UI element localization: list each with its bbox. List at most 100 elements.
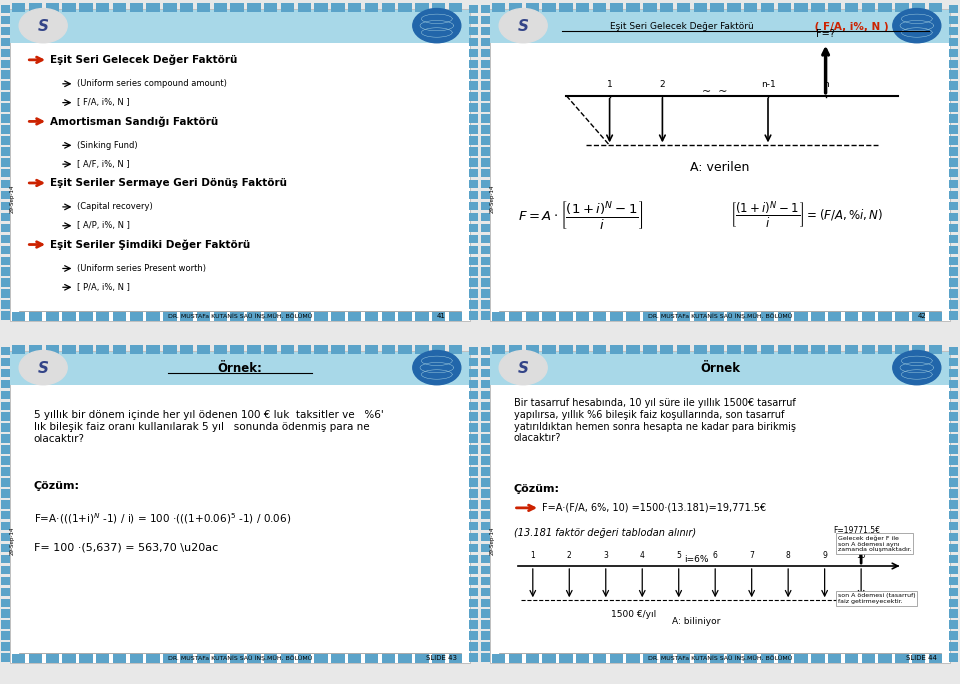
Text: 1: 1 — [531, 551, 535, 560]
FancyBboxPatch shape — [1, 653, 10, 662]
FancyBboxPatch shape — [949, 180, 958, 189]
FancyBboxPatch shape — [481, 467, 490, 476]
FancyBboxPatch shape — [1, 169, 10, 178]
FancyBboxPatch shape — [230, 3, 244, 12]
FancyBboxPatch shape — [949, 566, 958, 575]
FancyBboxPatch shape — [1, 267, 10, 276]
FancyBboxPatch shape — [315, 345, 328, 354]
FancyBboxPatch shape — [949, 358, 958, 367]
Text: 5 yıllık bir dönem içinde her yıl ödenen 100 € luk  taksitler ve   %6'
lık bileş: 5 yıllık bir dönem içinde her yıl ödenen… — [34, 410, 383, 444]
FancyBboxPatch shape — [693, 345, 707, 354]
FancyBboxPatch shape — [1, 300, 10, 309]
FancyBboxPatch shape — [315, 3, 328, 12]
FancyBboxPatch shape — [469, 588, 478, 596]
FancyBboxPatch shape — [710, 654, 724, 663]
FancyBboxPatch shape — [1, 402, 10, 410]
FancyBboxPatch shape — [46, 312, 60, 321]
FancyBboxPatch shape — [949, 533, 958, 542]
FancyBboxPatch shape — [432, 312, 445, 321]
FancyBboxPatch shape — [130, 345, 143, 354]
FancyBboxPatch shape — [949, 158, 958, 167]
FancyBboxPatch shape — [46, 654, 60, 663]
FancyBboxPatch shape — [1, 642, 10, 651]
FancyBboxPatch shape — [1, 456, 10, 465]
FancyBboxPatch shape — [469, 191, 478, 200]
Text: S: S — [37, 361, 49, 376]
FancyBboxPatch shape — [315, 312, 328, 321]
FancyBboxPatch shape — [509, 345, 522, 354]
FancyBboxPatch shape — [469, 500, 478, 509]
FancyBboxPatch shape — [559, 345, 572, 354]
FancyBboxPatch shape — [331, 654, 345, 663]
FancyBboxPatch shape — [10, 350, 470, 663]
FancyBboxPatch shape — [248, 654, 261, 663]
FancyBboxPatch shape — [348, 345, 362, 354]
FancyBboxPatch shape — [542, 654, 556, 663]
FancyBboxPatch shape — [862, 345, 876, 354]
FancyBboxPatch shape — [469, 412, 478, 421]
FancyBboxPatch shape — [365, 312, 378, 321]
FancyBboxPatch shape — [469, 347, 478, 356]
FancyBboxPatch shape — [949, 147, 958, 156]
FancyBboxPatch shape — [469, 380, 478, 389]
Text: SLIDE 44: SLIDE 44 — [906, 655, 937, 661]
FancyBboxPatch shape — [230, 654, 244, 663]
FancyBboxPatch shape — [469, 213, 478, 222]
FancyBboxPatch shape — [432, 3, 445, 12]
FancyBboxPatch shape — [592, 312, 607, 321]
FancyBboxPatch shape — [1, 533, 10, 542]
FancyBboxPatch shape — [1, 16, 10, 24]
FancyBboxPatch shape — [1, 246, 10, 254]
FancyBboxPatch shape — [481, 653, 490, 662]
FancyBboxPatch shape — [469, 577, 478, 585]
Text: son A ödemesi (tasarruf)
faiz getirmeyecektir.: son A ödemesi (tasarruf) faiz getirmeyec… — [837, 593, 915, 604]
FancyBboxPatch shape — [29, 3, 42, 12]
FancyBboxPatch shape — [481, 533, 490, 542]
FancyBboxPatch shape — [949, 267, 958, 276]
FancyBboxPatch shape — [627, 3, 639, 12]
Text: S: S — [517, 361, 529, 376]
FancyBboxPatch shape — [79, 3, 92, 12]
FancyBboxPatch shape — [469, 598, 478, 607]
FancyBboxPatch shape — [949, 489, 958, 498]
FancyBboxPatch shape — [949, 598, 958, 607]
Text: 2: 2 — [567, 551, 571, 560]
FancyBboxPatch shape — [180, 3, 194, 12]
FancyBboxPatch shape — [744, 345, 757, 354]
FancyBboxPatch shape — [828, 654, 841, 663]
FancyBboxPatch shape — [147, 345, 160, 354]
FancyBboxPatch shape — [949, 588, 958, 596]
FancyBboxPatch shape — [481, 631, 490, 640]
FancyBboxPatch shape — [912, 345, 925, 354]
FancyBboxPatch shape — [449, 312, 463, 321]
Text: 6: 6 — [712, 551, 718, 560]
FancyBboxPatch shape — [1, 202, 10, 211]
FancyBboxPatch shape — [1, 598, 10, 607]
FancyBboxPatch shape — [949, 27, 958, 36]
FancyBboxPatch shape — [481, 246, 490, 254]
Text: F=A·(F/A, 6%, 10) =1500·(13.181)=19,771.5€: F=A·(F/A, 6%, 10) =1500·(13.181)=19,771.… — [542, 503, 766, 513]
FancyBboxPatch shape — [481, 588, 490, 596]
FancyBboxPatch shape — [331, 312, 345, 321]
FancyBboxPatch shape — [62, 345, 76, 354]
FancyBboxPatch shape — [828, 312, 841, 321]
FancyBboxPatch shape — [1, 49, 10, 57]
FancyBboxPatch shape — [643, 345, 657, 354]
FancyBboxPatch shape — [509, 654, 522, 663]
FancyBboxPatch shape — [469, 445, 478, 454]
FancyBboxPatch shape — [912, 3, 925, 12]
Text: 29-Sep-14: 29-Sep-14 — [490, 526, 495, 555]
FancyBboxPatch shape — [197, 345, 210, 354]
FancyBboxPatch shape — [949, 125, 958, 134]
FancyBboxPatch shape — [29, 312, 42, 321]
Text: 5: 5 — [676, 551, 682, 560]
FancyBboxPatch shape — [481, 49, 490, 57]
FancyBboxPatch shape — [949, 70, 958, 79]
FancyBboxPatch shape — [1, 311, 10, 320]
FancyBboxPatch shape — [481, 311, 490, 320]
FancyBboxPatch shape — [481, 598, 490, 607]
Text: A: verilen: A: verilen — [690, 161, 750, 174]
FancyBboxPatch shape — [481, 256, 490, 265]
FancyBboxPatch shape — [949, 224, 958, 233]
FancyBboxPatch shape — [526, 312, 540, 321]
